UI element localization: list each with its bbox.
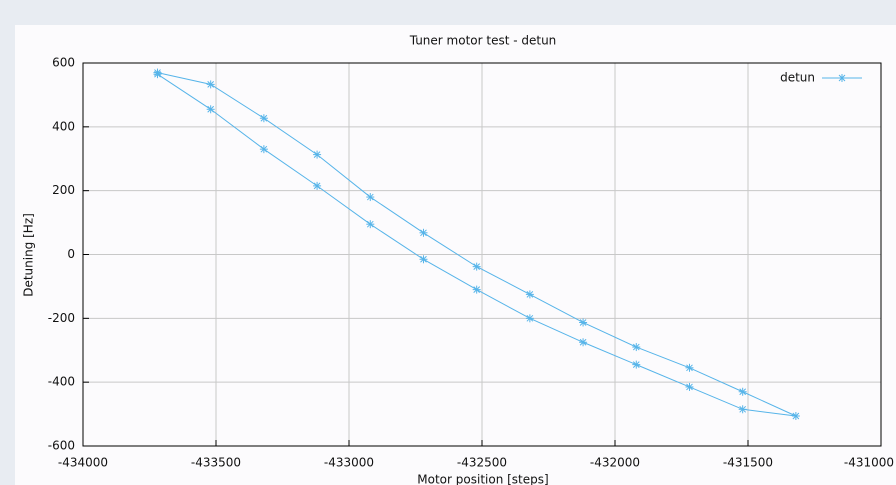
marker-stroke: [366, 220, 374, 228]
marker: [259, 114, 268, 123]
marker: [525, 290, 534, 299]
marker: [579, 338, 588, 347]
marker-stroke: [526, 314, 534, 322]
y-tick-label: -400: [48, 375, 75, 389]
y-tick-label: 0: [67, 247, 75, 261]
marker: [838, 74, 846, 82]
y-tick-label: -200: [48, 311, 75, 325]
marker-stroke: [207, 81, 215, 88]
marker-stroke: [207, 105, 215, 113]
marker: [419, 228, 428, 237]
marker: [313, 150, 322, 159]
x-tick-label: -432500: [457, 456, 507, 470]
chart-title: Tuner motor test - detun: [409, 34, 557, 48]
marker-stroke: [579, 319, 587, 326]
x-tick-label: -432000: [590, 456, 640, 470]
marker: [206, 105, 215, 114]
marker-stroke: [838, 74, 846, 82]
y-tick-label: -600: [48, 439, 75, 453]
x-tick-label: -434000: [58, 456, 108, 470]
x-tick-label: -433000: [324, 456, 374, 470]
marker: [206, 80, 215, 89]
marker: [685, 382, 694, 391]
x-tick-label: -433500: [191, 456, 241, 470]
marker-stroke: [260, 145, 268, 153]
marker-stroke: [792, 412, 800, 420]
marker-stroke: [739, 388, 747, 396]
marker-stroke: [260, 114, 268, 122]
marker-stroke: [366, 193, 374, 201]
legend-label: detun: [780, 71, 815, 85]
x-tick-label: -431000: [844, 456, 894, 470]
y-tick-label: 400: [52, 119, 75, 133]
marker: [685, 363, 694, 372]
y-tick-label: 200: [52, 183, 75, 197]
marker: [472, 285, 481, 294]
marker: [472, 262, 481, 271]
marker-stroke: [154, 69, 161, 76]
marker: [259, 145, 268, 154]
marker-stroke: [420, 229, 427, 237]
marker-stroke: [420, 255, 427, 263]
x-axis-label: Motor position [steps]: [417, 473, 548, 485]
marker-stroke: [526, 291, 534, 298]
marker: [738, 405, 747, 414]
marker: [366, 220, 375, 229]
x-tick-label: -431500: [723, 456, 773, 470]
y-axis-label: Detuning [Hz]: [22, 213, 36, 297]
marker: [632, 343, 641, 352]
marker-stroke: [632, 343, 640, 351]
marker: [419, 255, 428, 264]
marker-stroke: [313, 151, 321, 158]
marker: [366, 193, 375, 202]
marker: [579, 318, 588, 327]
marker-stroke: [686, 364, 693, 372]
marker: [738, 387, 747, 396]
marker-stroke: [313, 182, 321, 190]
plot-frame: [82, 62, 882, 447]
marker-stroke: [632, 361, 640, 368]
marker: [525, 314, 534, 323]
marker-stroke: [473, 263, 481, 270]
marker: [153, 68, 162, 77]
marker: [313, 181, 322, 190]
marker: [632, 360, 641, 369]
marker-stroke: [473, 286, 481, 293]
marker-stroke: [579, 338, 587, 346]
y-tick-label: 600: [52, 56, 75, 70]
marker-stroke: [686, 383, 693, 391]
marker-stroke: [739, 405, 747, 413]
marker: [791, 411, 800, 420]
